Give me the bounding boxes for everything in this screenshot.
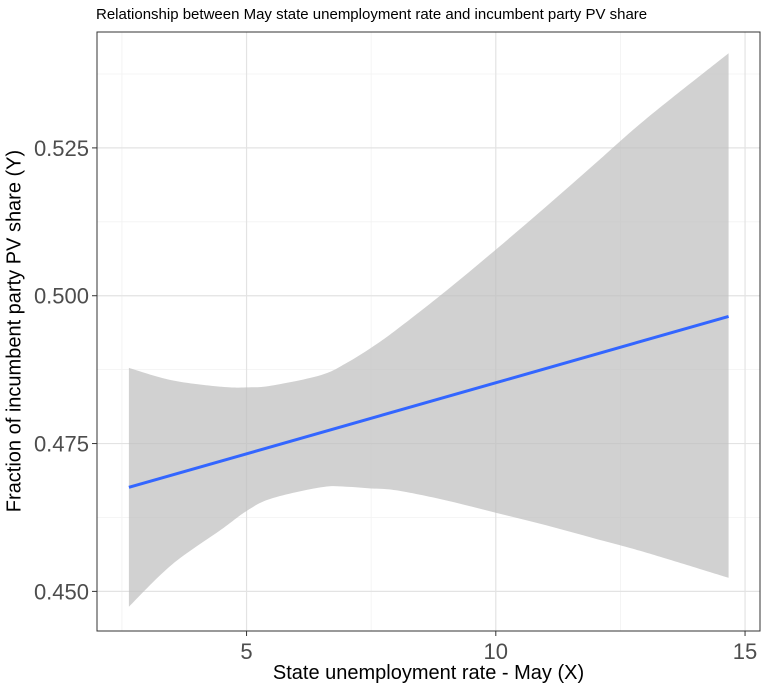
panel-border xyxy=(96,31,761,632)
y-tick-label: 0.475 xyxy=(34,432,89,457)
fit-line xyxy=(128,314,730,489)
x-tick-label: 5 xyxy=(240,639,252,664)
y-axis-ticks: 0.450 0.475 0.500 0.525 xyxy=(34,136,97,604)
chart-title: Relationship between May state unemploym… xyxy=(96,6,648,23)
y-tick-label: 0.450 xyxy=(34,579,89,604)
y-tick-label: 0.525 xyxy=(34,136,89,161)
y-tick-label: 0.500 xyxy=(34,284,89,309)
y-axis-title: Fraction of incumbent party PV share (Y) xyxy=(3,149,26,513)
confidence-ribbon xyxy=(128,53,729,607)
x-axis-ticks: 5 10 15 xyxy=(240,631,757,664)
x-axis-title: State unemployment rate - May (X) xyxy=(272,662,585,684)
x-tick-label: 15 xyxy=(733,639,757,664)
x-tick-label: 10 xyxy=(484,639,508,664)
